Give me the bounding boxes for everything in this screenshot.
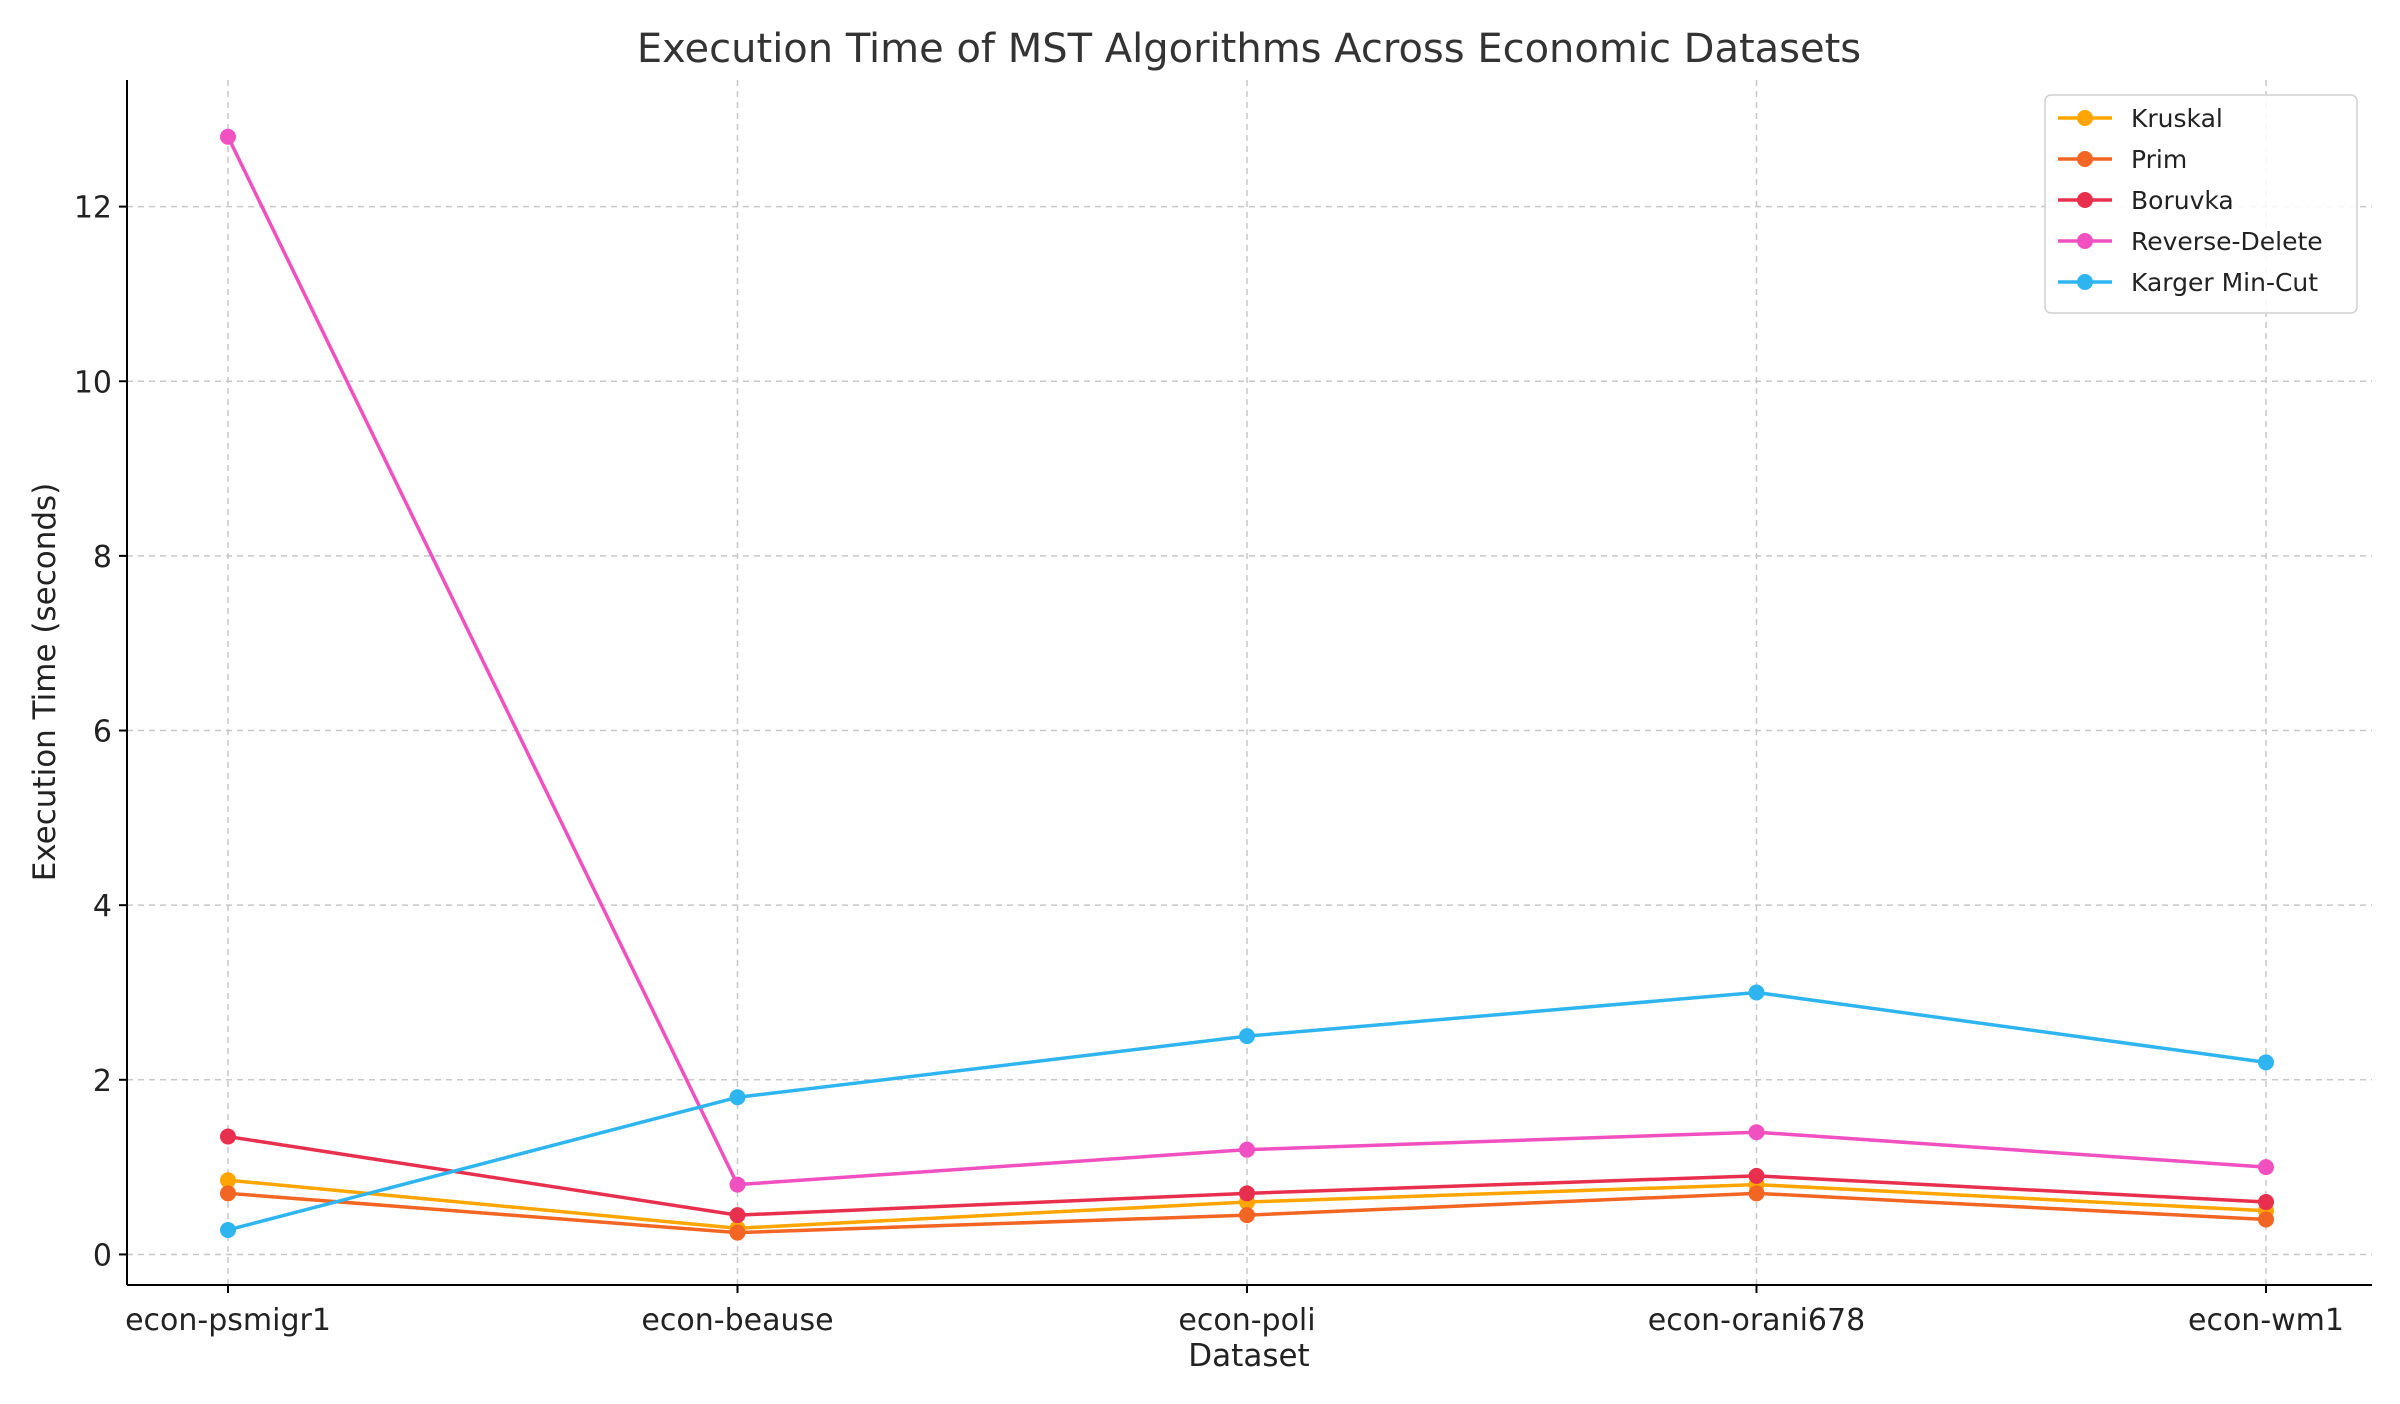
- chart-title: Execution Time of MST Algorithms Across …: [637, 26, 1861, 72]
- legend: Kruskal Prim Boruvka Reverse-Delete Karger M…: [2044, 94, 2358, 314]
- data-point: [1748, 1167, 1765, 1184]
- y-tick-label: 10: [74, 365, 112, 400]
- x-tick-label: econ-wm1: [2188, 1303, 2344, 1338]
- x-tick-label: econ-poli: [1178, 1303, 1315, 1338]
- y-tick-label: 8: [93, 540, 112, 575]
- data-point: [220, 128, 236, 145]
- legend-label: Prim: [2131, 145, 2187, 174]
- grid: [127, 80, 2372, 1285]
- y-tick-label: 12: [74, 191, 112, 226]
- data-point: [729, 1224, 746, 1241]
- y-tick-label: 6: [93, 715, 112, 750]
- data-point: [2258, 1211, 2274, 1228]
- legend-label: Karger Min-Cut: [2131, 268, 2318, 297]
- data-point: [1748, 1124, 1765, 1141]
- legend-marker: [2077, 192, 2093, 208]
- y-axis-label: Execution Time (seconds): [27, 483, 63, 882]
- data-point: [1748, 1185, 1765, 1202]
- legend-label: Reverse-Delete: [2131, 227, 2323, 256]
- data-point: [729, 1207, 746, 1224]
- axes: [126, 80, 2372, 1286]
- legend-marker: [2077, 151, 2093, 167]
- data-point: [2258, 1054, 2274, 1071]
- data-point: [1748, 984, 1765, 1001]
- x-tick-label: econ-orani678: [1648, 1303, 1865, 1338]
- data-point: [220, 1128, 236, 1145]
- legend-label: Boruvka: [2131, 186, 2234, 215]
- legend-items: Kruskal Prim Boruvka Reverse-Delete Karger M…: [2058, 104, 2323, 297]
- data-point: [220, 1172, 236, 1189]
- legend-marker: [2077, 110, 2093, 126]
- legend-label: Kruskal: [2131, 104, 2223, 133]
- y-ticks: 0 2 4 6 8 10 12: [74, 191, 127, 1273]
- data-point: [1239, 1141, 1255, 1158]
- y-tick-label: 4: [93, 889, 112, 924]
- x-tick-label: econ-beause: [641, 1303, 833, 1338]
- data-point: [220, 1185, 236, 1202]
- x-tick-label: econ-psmigr1: [125, 1303, 331, 1338]
- legend-marker: [2077, 233, 2093, 249]
- data-point: [1239, 1185, 1255, 1202]
- x-axis-label: Dataset: [1188, 1338, 1309, 1374]
- legend-box: [2044, 94, 2358, 314]
- data-point: [729, 1176, 746, 1193]
- data-point: [1239, 1207, 1255, 1224]
- y-tick-label: 0: [93, 1238, 112, 1273]
- legend-marker: [2077, 274, 2093, 290]
- x-ticks: econ-psmigr1 econ-beause econ-poli econ-ora…: [125, 1285, 2344, 1338]
- data-point: [729, 1089, 746, 1106]
- data-point: [220, 1221, 236, 1238]
- data-point: [1239, 1028, 1255, 1045]
- data-point: [2258, 1194, 2274, 1211]
- series-points: [220, 128, 2274, 1241]
- data-point: [2258, 1159, 2274, 1176]
- y-tick-label: 2: [93, 1064, 112, 1099]
